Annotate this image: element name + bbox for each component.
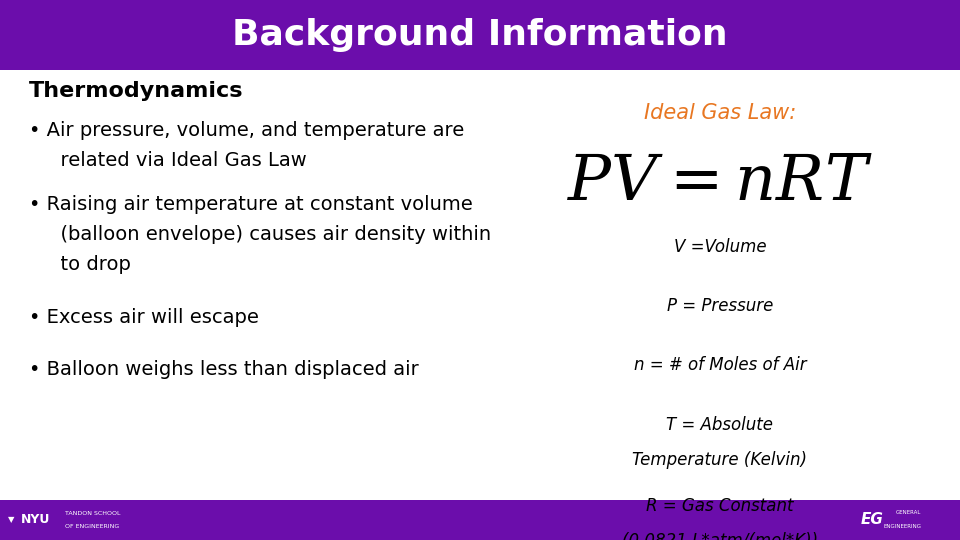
Text: R = Gas Constant: R = Gas Constant xyxy=(646,497,794,515)
Text: • Raising air temperature at constant volume: • Raising air temperature at constant vo… xyxy=(29,195,472,214)
Text: OF ENGINEERING: OF ENGINEERING xyxy=(65,524,120,529)
Text: P = Pressure: P = Pressure xyxy=(667,297,773,315)
Text: GENERAL: GENERAL xyxy=(897,510,922,515)
Text: V =Volume: V =Volume xyxy=(674,238,766,255)
Text: Temperature (Kelvin): Temperature (Kelvin) xyxy=(633,451,807,469)
Text: NYU: NYU xyxy=(21,513,51,526)
Text: (balloon envelope) causes air density within: (balloon envelope) causes air density wi… xyxy=(48,225,492,244)
Text: related via Ideal Gas Law: related via Ideal Gas Law xyxy=(48,151,307,170)
Text: $PV = nRT$: $PV = nRT$ xyxy=(567,151,873,213)
Bar xyxy=(0,0,960,70)
Text: Thermodynamics: Thermodynamics xyxy=(29,81,243,101)
Text: to drop: to drop xyxy=(48,255,131,274)
Text: Ideal Gas Law:: Ideal Gas Law: xyxy=(644,103,796,123)
Text: ENGINEERING: ENGINEERING xyxy=(883,524,922,529)
Text: n = # of Moles of Air: n = # of Moles of Air xyxy=(634,356,806,374)
Text: • Air pressure, volume, and temperature are: • Air pressure, volume, and temperature … xyxy=(29,122,464,140)
Text: • Balloon weighs less than displaced air: • Balloon weighs less than displaced air xyxy=(29,360,419,379)
Text: ▼: ▼ xyxy=(8,515,14,524)
Text: Background Information: Background Information xyxy=(232,18,728,52)
Text: T = Absolute: T = Absolute xyxy=(666,416,774,434)
Text: (0.0821 L*atm/(mol*K)): (0.0821 L*atm/(mol*K)) xyxy=(622,532,818,540)
Text: • Excess air will escape: • Excess air will escape xyxy=(29,307,258,327)
Text: TANDON SCHOOL: TANDON SCHOOL xyxy=(65,511,121,516)
Bar xyxy=(0,500,960,540)
Text: EG: EG xyxy=(860,512,883,527)
